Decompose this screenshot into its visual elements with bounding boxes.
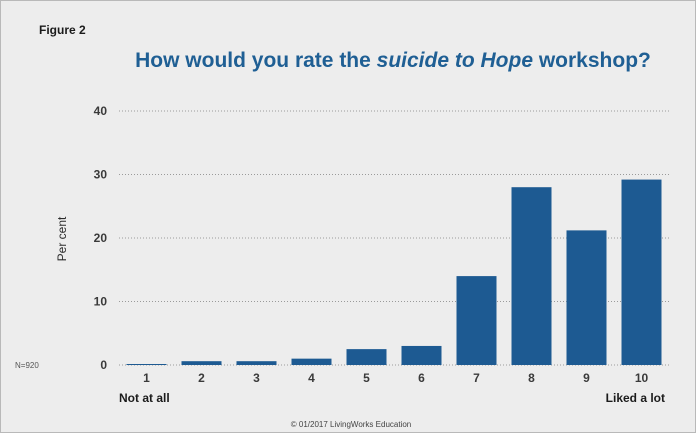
bar-10 (621, 179, 662, 365)
x-tick-label: 1 (143, 371, 150, 385)
chart-title-prefix: How would you rate the (135, 49, 377, 72)
y-tick-label: 10 (94, 295, 108, 309)
scale-low-label: Not at all (119, 391, 170, 405)
x-tick-label: 2 (198, 371, 205, 385)
x-tick-label: 3 (253, 371, 260, 385)
x-tick-label: 10 (635, 371, 649, 385)
y-tick-label: 40 (94, 104, 108, 118)
chart-title-suffix: workshop? (533, 49, 651, 72)
y-tick-label: 0 (100, 358, 107, 372)
bar-5 (346, 349, 387, 365)
x-tick-label: 4 (308, 371, 315, 385)
y-tick-labels: 0 10 20 30 40 (94, 104, 108, 372)
bar-8 (511, 187, 552, 365)
y-axis-label: Per cent (55, 216, 69, 261)
bars (126, 179, 662, 365)
chart-title: How would you rate the suicide to Hope w… (135, 49, 651, 72)
y-tick-label: 30 (94, 168, 108, 182)
bar-2 (181, 361, 222, 365)
x-tick-label: 8 (528, 371, 535, 385)
bar-6 (401, 345, 442, 365)
y-tick-label: 20 (94, 231, 108, 245)
x-tick-label: 9 (583, 371, 590, 385)
figure-label: Figure 2 (39, 23, 86, 37)
sample-size-label: N=920 (15, 361, 39, 370)
x-tick-label: 7 (473, 371, 480, 385)
bar-7 (456, 276, 497, 365)
x-tick-labels: 1 2 3 4 5 6 7 8 9 10 (143, 371, 648, 385)
x-tick-label: 6 (418, 371, 425, 385)
bar-3 (236, 361, 277, 365)
x-tick-label: 5 (363, 371, 370, 385)
bar-4 (291, 358, 332, 365)
chart-title-italic: suicide to Hope (377, 49, 534, 72)
bar-1 (126, 364, 167, 365)
scale-high-label: Liked a lot (606, 391, 665, 405)
bar-9 (566, 230, 607, 365)
copyright-notice: © 01/2017 LivingWorks Education (291, 420, 411, 429)
